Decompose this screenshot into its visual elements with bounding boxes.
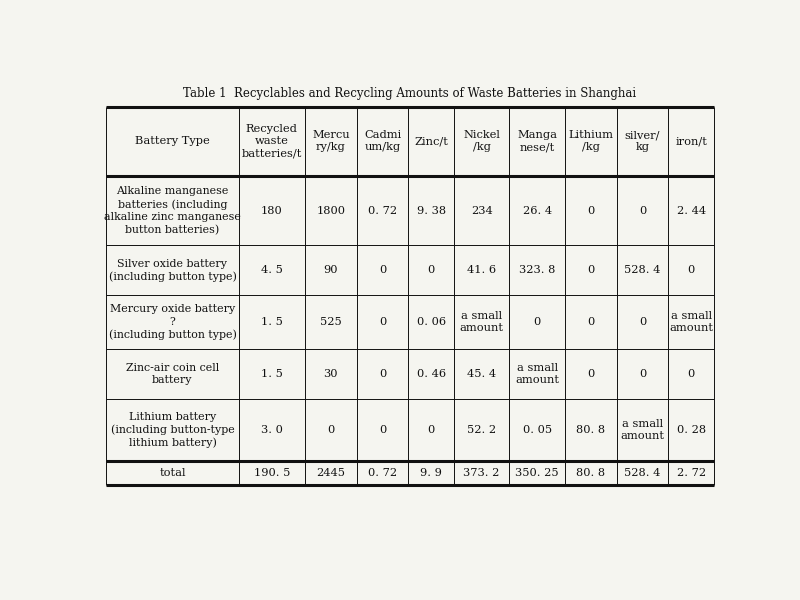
Text: Alkaline manganese
batteries (including
alkaline zinc manganese
button batteries: Alkaline manganese batteries (including …	[104, 187, 241, 235]
Text: 9. 9: 9. 9	[420, 468, 442, 478]
Text: 0: 0	[327, 425, 334, 435]
Text: 0. 72: 0. 72	[368, 206, 397, 215]
Text: a small
amount: a small amount	[515, 364, 559, 385]
Text: 0: 0	[639, 206, 646, 215]
Text: 0. 06: 0. 06	[417, 317, 446, 327]
Text: 0. 05: 0. 05	[522, 425, 552, 435]
Text: 0: 0	[587, 369, 594, 379]
Text: 0: 0	[587, 265, 594, 275]
Text: 190. 5: 190. 5	[254, 468, 290, 478]
Text: 234: 234	[470, 206, 493, 215]
Text: a small
amount: a small amount	[460, 311, 504, 333]
Text: 0: 0	[639, 369, 646, 379]
Text: 0: 0	[427, 265, 434, 275]
Text: 3. 0: 3. 0	[261, 425, 282, 435]
Text: 0: 0	[687, 265, 694, 275]
Text: 350. 25: 350. 25	[515, 468, 559, 478]
Text: Zinc-air coin cell
battery: Zinc-air coin cell battery	[126, 363, 219, 385]
Text: 2. 44: 2. 44	[677, 206, 706, 215]
Text: Silver oxide battery
(including button type): Silver oxide battery (including button t…	[109, 259, 236, 282]
Text: 0. 72: 0. 72	[368, 468, 397, 478]
Text: Nickel
/kg: Nickel /kg	[463, 130, 500, 152]
Text: 26. 4: 26. 4	[522, 206, 552, 215]
Text: 0. 28: 0. 28	[677, 425, 706, 435]
Text: 528. 4: 528. 4	[624, 265, 661, 275]
Text: Cadmi
um/kg: Cadmi um/kg	[364, 130, 401, 152]
Text: Recycled
waste
batteries/t: Recycled waste batteries/t	[242, 124, 302, 158]
Text: 4. 5: 4. 5	[261, 265, 282, 275]
Text: 0: 0	[587, 206, 594, 215]
Text: 0. 46: 0. 46	[417, 369, 446, 379]
Text: 80. 8: 80. 8	[576, 468, 606, 478]
Text: 180: 180	[261, 206, 282, 215]
Text: 373. 2: 373. 2	[463, 468, 500, 478]
Text: Manga
nese/t: Manga nese/t	[517, 130, 557, 152]
Text: iron/t: iron/t	[675, 136, 707, 146]
Text: 1. 5: 1. 5	[261, 317, 282, 327]
Text: total: total	[159, 468, 186, 478]
Text: 0: 0	[379, 425, 386, 435]
Text: 0: 0	[379, 317, 386, 327]
Text: 52. 2: 52. 2	[467, 425, 496, 435]
Text: 80. 8: 80. 8	[576, 425, 606, 435]
Text: Mercu
ry/kg: Mercu ry/kg	[312, 130, 350, 152]
Text: 41. 6: 41. 6	[467, 265, 496, 275]
Text: 0: 0	[587, 317, 594, 327]
Text: a small
amount: a small amount	[621, 419, 665, 441]
Text: 9. 38: 9. 38	[417, 206, 446, 215]
Text: 0: 0	[534, 317, 541, 327]
Text: 2. 72: 2. 72	[677, 468, 706, 478]
Text: 0: 0	[379, 265, 386, 275]
Text: 1. 5: 1. 5	[261, 369, 282, 379]
Text: 525: 525	[320, 317, 342, 327]
Text: 0: 0	[379, 369, 386, 379]
Text: 45. 4: 45. 4	[467, 369, 496, 379]
Text: 0: 0	[687, 369, 694, 379]
Text: 90: 90	[323, 265, 338, 275]
Text: 0: 0	[639, 317, 646, 327]
Text: 30: 30	[323, 369, 338, 379]
Text: silver/
kg: silver/ kg	[625, 130, 660, 152]
Text: Mercury oxide battery
?
(including button type): Mercury oxide battery ? (including butto…	[109, 304, 236, 340]
Text: Table 1  Recyclables and Recycling Amounts of Waste Batteries in Shanghai: Table 1 Recyclables and Recycling Amount…	[183, 88, 637, 100]
Text: Lithium
/kg: Lithium /kg	[568, 130, 614, 152]
Text: 323. 8: 323. 8	[519, 265, 555, 275]
Text: Battery Type: Battery Type	[135, 136, 210, 146]
Text: 0: 0	[427, 425, 434, 435]
Text: Zinc/t: Zinc/t	[414, 136, 448, 146]
Text: 528. 4: 528. 4	[624, 468, 661, 478]
Text: a small
amount: a small amount	[669, 311, 713, 333]
Text: Lithium battery
(including button-type
lithium battery): Lithium battery (including button-type l…	[110, 412, 234, 448]
Text: 2445: 2445	[316, 468, 346, 478]
Text: 1800: 1800	[316, 206, 346, 215]
